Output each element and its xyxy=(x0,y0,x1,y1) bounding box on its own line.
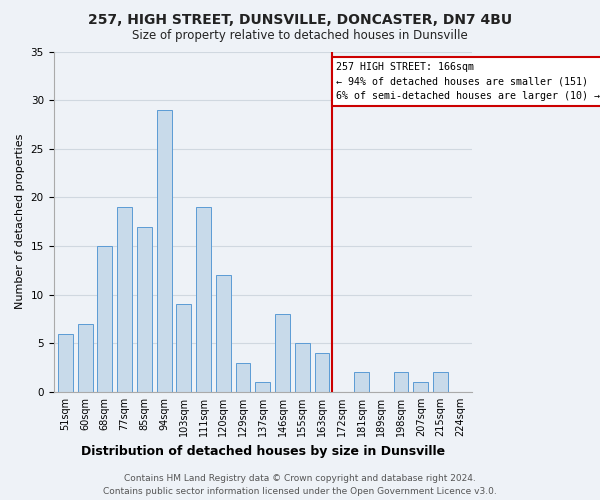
Bar xyxy=(394,372,409,392)
Bar xyxy=(137,226,152,392)
Text: 257 HIGH STREET: 166sqm
← 94% of detached houses are smaller (151)
6% of semi-de: 257 HIGH STREET: 166sqm ← 94% of detache… xyxy=(336,62,600,102)
Bar xyxy=(196,207,211,392)
Bar xyxy=(314,353,329,392)
Bar xyxy=(433,372,448,392)
Y-axis label: Number of detached properties: Number of detached properties xyxy=(15,134,25,310)
Text: Contains HM Land Registry data © Crown copyright and database right 2024.
Contai: Contains HM Land Registry data © Crown c… xyxy=(103,474,497,496)
Bar xyxy=(275,314,290,392)
Bar xyxy=(176,304,191,392)
Text: 257, HIGH STREET, DUNSVILLE, DONCASTER, DN7 4BU: 257, HIGH STREET, DUNSVILLE, DONCASTER, … xyxy=(88,12,512,26)
Bar xyxy=(256,382,270,392)
Bar xyxy=(78,324,92,392)
Bar xyxy=(117,207,132,392)
X-axis label: Distribution of detached houses by size in Dunsville: Distribution of detached houses by size … xyxy=(81,444,445,458)
Bar xyxy=(157,110,172,392)
Bar xyxy=(295,344,310,392)
Bar xyxy=(413,382,428,392)
Text: Size of property relative to detached houses in Dunsville: Size of property relative to detached ho… xyxy=(132,29,468,42)
Bar xyxy=(216,275,231,392)
Bar xyxy=(236,363,250,392)
Bar xyxy=(354,372,369,392)
Bar xyxy=(58,334,73,392)
Bar xyxy=(97,246,112,392)
